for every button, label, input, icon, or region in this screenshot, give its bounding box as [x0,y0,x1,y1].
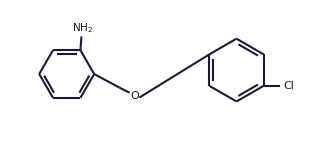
Text: NH$_2$: NH$_2$ [72,21,93,34]
Text: Cl: Cl [283,81,294,91]
Text: O: O [130,91,139,101]
